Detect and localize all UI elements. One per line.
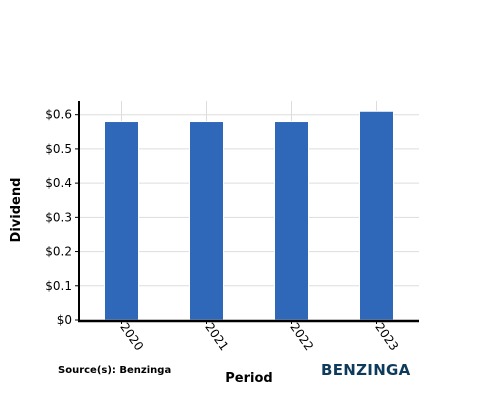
x-tick-labels: 2020 2021 2022 2023	[117, 320, 401, 353]
x-tick-label: 2021	[202, 320, 231, 353]
y-tick-label: $0.5	[45, 142, 72, 156]
y-tick-label: $0.3	[45, 210, 72, 224]
x-tick-label: 2023	[372, 320, 401, 353]
x-axis-title: Period	[225, 371, 272, 386]
y-tick-label: $0.2	[45, 245, 72, 259]
y-tick-labels: $0 $0.1 $0.2 $0.3 $0.4 $0.5 $0.6	[45, 108, 72, 327]
benzinga-logo: BENZINGA	[321, 361, 411, 379]
bar-2021	[189, 121, 224, 321]
y-tick-label: $0.6	[45, 108, 72, 122]
y-tick-label: $0.1	[45, 279, 72, 293]
source-note: Source(s): Benzinga	[58, 365, 171, 376]
axes	[75, 101, 419, 324]
x-tick-label: 2020	[117, 320, 146, 353]
bar-2020	[104, 121, 139, 321]
bar-2023	[359, 110, 394, 321]
y-tick-label: $0	[57, 313, 72, 327]
y-tick-label: $0.4	[45, 176, 72, 190]
bars	[104, 110, 394, 321]
bar-2022	[274, 121, 309, 321]
y-axis-title: Dividend	[9, 178, 24, 243]
x-tick-label: 2022	[287, 320, 316, 353]
